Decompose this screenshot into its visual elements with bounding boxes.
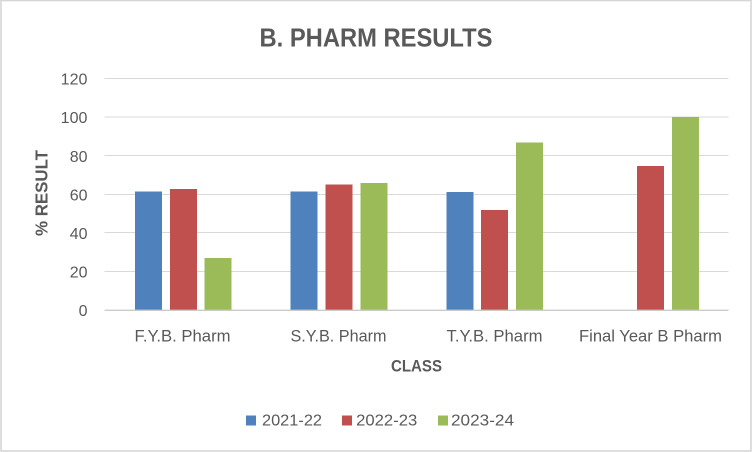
svg-text:100: 100 bbox=[61, 110, 88, 127]
svg-text:Final Year B Pharm: Final Year B Pharm bbox=[579, 328, 722, 346]
svg-text:T.Y.B. Pharm: T.Y.B. Pharm bbox=[447, 328, 543, 346]
svg-text:40: 40 bbox=[70, 226, 88, 243]
svg-text:S.Y.B. Pharm: S.Y.B. Pharm bbox=[291, 328, 387, 346]
svg-text:2021-22: 2021-22 bbox=[262, 413, 322, 430]
svg-text:B. PHARM RESULTS: B. PHARM RESULTS bbox=[260, 24, 493, 52]
svg-text:% RESULT: % RESULT bbox=[31, 150, 51, 236]
svg-text:80: 80 bbox=[70, 149, 88, 166]
svg-text:2023-24: 2023-24 bbox=[451, 413, 514, 430]
svg-text:0: 0 bbox=[79, 303, 88, 320]
svg-text:CLASS: CLASS bbox=[391, 356, 442, 375]
svg-text:60: 60 bbox=[70, 188, 88, 205]
svg-text:120: 120 bbox=[61, 72, 88, 89]
svg-text:F.Y.B. Pharm: F.Y.B. Pharm bbox=[135, 328, 231, 346]
svg-text:20: 20 bbox=[70, 265, 88, 282]
svg-text:2022-23: 2022-23 bbox=[356, 413, 417, 430]
